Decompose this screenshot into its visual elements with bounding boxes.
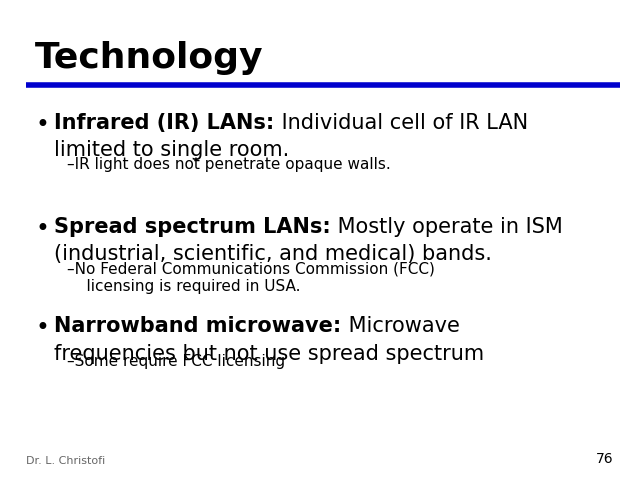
Text: Individual cell of IR LAN: Individual cell of IR LAN [275,113,528,133]
Text: –No Federal Communications Commission (FCC)
    licensing is required in USA.: –No Federal Communications Commission (F… [67,262,435,294]
Text: Dr. L. Christofi: Dr. L. Christofi [26,456,105,466]
Text: –IR light does not penetrate opaque walls.: –IR light does not penetrate opaque wall… [67,157,391,172]
Text: Technology: Technology [35,41,264,75]
Text: limited to single room.: limited to single room. [54,140,289,160]
Text: Infrared (IR) LANs:: Infrared (IR) LANs: [54,113,275,133]
Text: •: • [35,217,49,240]
Text: –Some require FCC licensing: –Some require FCC licensing [67,354,285,368]
Text: 76: 76 [596,452,613,466]
Text: Spread spectrum LANs:: Spread spectrum LANs: [54,217,331,237]
Text: •: • [35,316,49,340]
Text: Mostly operate in ISM: Mostly operate in ISM [331,217,563,237]
Text: (industrial, scientific, and medical) bands.: (industrial, scientific, and medical) ba… [54,244,492,264]
Text: Microwave: Microwave [342,316,459,336]
Text: Narrowband microwave:: Narrowband microwave: [54,316,342,336]
Text: •: • [35,113,49,137]
Text: frequencies but not use spread spectrum: frequencies but not use spread spectrum [54,344,484,364]
